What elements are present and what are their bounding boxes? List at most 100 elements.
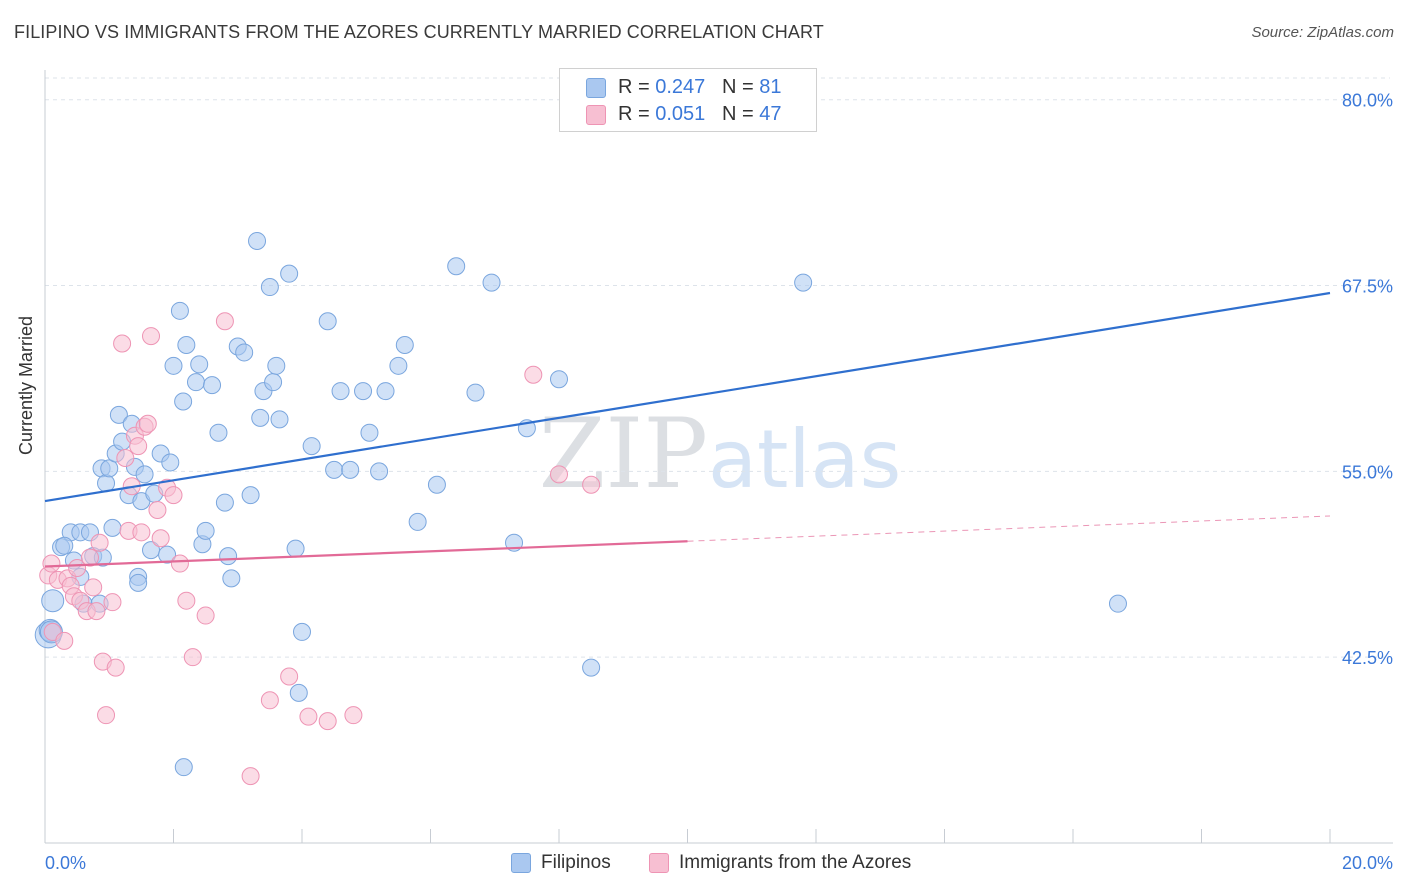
azores-point <box>318 712 337 731</box>
azores-point <box>90 533 109 552</box>
filipino-point <box>280 264 299 283</box>
azores-point <box>103 593 122 612</box>
filipino-point <box>376 382 395 401</box>
filipino-point <box>427 475 446 494</box>
filipino-point <box>550 370 568 389</box>
y-tick-label: 42.5% <box>1342 648 1393 668</box>
filipino-point <box>289 683 308 702</box>
azores-point <box>260 691 279 710</box>
azores-point <box>148 501 167 520</box>
filipino-point <box>251 408 270 427</box>
filipino-point <box>286 539 305 558</box>
filipino-point <box>174 758 193 777</box>
azores-point <box>132 523 151 542</box>
azores-point <box>116 448 135 467</box>
azores-point <box>170 554 189 573</box>
filipino-point <box>135 465 154 484</box>
azores-point <box>68 558 87 577</box>
filipino-point <box>129 573 148 592</box>
azores-point <box>151 529 170 548</box>
filipino-point <box>100 459 119 478</box>
azores-point <box>299 707 318 726</box>
azores-point <box>177 591 196 610</box>
filipino-point <box>408 512 427 531</box>
filipino-point <box>264 373 283 392</box>
azores-point <box>280 667 299 686</box>
filipino-point <box>196 521 215 540</box>
filipino-point <box>177 336 196 355</box>
series-swatch-filipinos <box>511 853 531 873</box>
filipino-point <box>302 437 321 456</box>
filipino-point <box>794 273 813 292</box>
correlation-legend: R = 0.247 N = 81 R = 0.051 N = 47 <box>559 68 817 132</box>
azores-point <box>164 486 183 505</box>
azores-point <box>183 648 202 667</box>
y-tick-label: 80.0% <box>1342 91 1393 111</box>
y-tick-label: 55.0% <box>1342 462 1393 482</box>
filipino-point <box>395 336 414 355</box>
filipino-point <box>370 462 389 481</box>
filipino-point <box>466 383 485 402</box>
azores-trend-line <box>44 540 688 568</box>
filipino-point <box>318 312 337 331</box>
filipino-point <box>248 231 267 250</box>
azores-point <box>84 578 103 597</box>
azores-point <box>582 475 601 494</box>
azores-point <box>241 767 260 786</box>
filipino-point <box>447 257 466 276</box>
filipino-point <box>482 273 501 292</box>
legend-swatch-azores <box>586 105 606 125</box>
legend-n-value: 47 <box>759 103 782 125</box>
filipino-point <box>190 355 209 374</box>
source-label: Source: ZipAtlas.com <box>1251 24 1394 41</box>
filipino-point <box>41 589 65 613</box>
legend-r-label: R = <box>618 103 656 125</box>
filipino-point <box>55 536 74 555</box>
azores-trend-line <box>687 515 1331 542</box>
filipino-point <box>209 423 228 442</box>
series-swatch-azores <box>649 853 669 873</box>
filipino-point <box>354 382 373 401</box>
filipino-point <box>341 460 360 479</box>
filipino-point <box>109 405 128 424</box>
series-label-azores: Immigrants from the Azores <box>679 852 912 873</box>
azores-point <box>215 312 234 331</box>
y-tick-label: 67.5% <box>1342 277 1393 297</box>
filipino-point <box>103 518 122 537</box>
filipino-point <box>235 343 254 362</box>
filipino-point <box>170 301 189 320</box>
series-label-filipinos: Filipinos <box>541 852 611 873</box>
chart-title: FILIPINO VS IMMIGRANTS FROM THE AZORES C… <box>14 22 824 42</box>
filipino-point <box>222 569 241 588</box>
filipino-point <box>389 356 408 375</box>
azores-point <box>55 631 74 650</box>
filipino-point <box>1108 594 1127 613</box>
legend-r-value: 0.247 <box>655 76 706 98</box>
filipino-point <box>215 493 234 512</box>
filipino-point <box>161 453 180 472</box>
legend-r-label: R = <box>618 76 656 98</box>
azores-point <box>138 414 157 433</box>
filipino-point <box>325 460 344 479</box>
azores-point <box>550 465 568 484</box>
y-axis-label: Currently Married <box>16 315 36 455</box>
filipino-point <box>186 373 205 392</box>
azores-point <box>129 437 148 456</box>
azores-point <box>142 327 161 346</box>
azores-point <box>344 706 363 725</box>
filipino-point <box>270 410 289 429</box>
filipino-point <box>360 423 379 442</box>
filipino-point <box>293 622 311 641</box>
x-tick-label: 20.0% <box>1342 853 1393 873</box>
azores-point <box>106 658 125 677</box>
legend-n-label: N = <box>721 76 760 98</box>
watermark: ZIPatlas <box>539 398 902 510</box>
azores-point <box>87 602 106 621</box>
filipino-point <box>219 547 238 566</box>
x-tick-label: 0.0% <box>45 853 86 873</box>
filipino-point <box>267 356 286 375</box>
azores-point <box>97 706 116 725</box>
series-legend: Filipinos Immigrants from the Azores <box>0 852 1406 878</box>
legend-n-label: N = <box>721 103 760 125</box>
